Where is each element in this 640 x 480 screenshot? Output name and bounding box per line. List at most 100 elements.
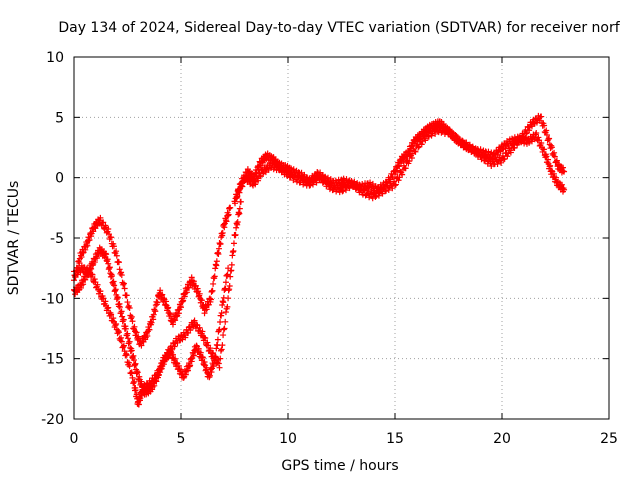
data-point bbox=[113, 252, 120, 259]
data-point bbox=[132, 360, 139, 367]
data-point bbox=[383, 187, 390, 194]
data-point bbox=[166, 350, 173, 357]
data-point bbox=[547, 162, 554, 169]
data-point bbox=[222, 309, 229, 316]
data-point bbox=[210, 349, 217, 356]
data-point bbox=[318, 174, 325, 181]
data-point bbox=[277, 163, 284, 170]
data-point bbox=[218, 310, 225, 316]
data-point bbox=[238, 182, 245, 189]
data-point bbox=[105, 231, 112, 238]
data-point bbox=[301, 176, 308, 183]
data-point bbox=[125, 304, 132, 311]
data-series bbox=[71, 198, 244, 408]
data-point bbox=[115, 259, 122, 266]
axis-ticks: 0 5 10 15 20 25 -20 -15 -10 -5 0 5 10 bbox=[41, 50, 618, 447]
data-point bbox=[127, 312, 134, 319]
data-point bbox=[118, 334, 125, 341]
data-point bbox=[121, 285, 128, 292]
data-point bbox=[225, 265, 232, 272]
data-point bbox=[222, 279, 229, 286]
data-point bbox=[159, 291, 166, 298]
data-point bbox=[463, 139, 470, 146]
data-point bbox=[236, 189, 243, 196]
data-point bbox=[406, 158, 413, 165]
data-point bbox=[543, 127, 550, 134]
data-point bbox=[131, 378, 138, 385]
data-point bbox=[494, 160, 501, 167]
data-point bbox=[97, 288, 104, 295]
data-point bbox=[224, 303, 231, 310]
data-point bbox=[217, 355, 224, 362]
data-point bbox=[396, 174, 403, 181]
data-point bbox=[425, 133, 432, 140]
data-point bbox=[225, 211, 232, 218]
data-point bbox=[239, 183, 246, 190]
data-point bbox=[226, 282, 233, 289]
data-point bbox=[548, 144, 555, 151]
y-axis-label: SDTVAR / TECUs bbox=[6, 181, 22, 296]
data-point bbox=[523, 130, 530, 137]
x-tick-label: 10 bbox=[279, 431, 297, 447]
data-point bbox=[134, 369, 141, 376]
data-point bbox=[86, 236, 93, 243]
data-point bbox=[120, 281, 127, 288]
data-series bbox=[233, 112, 568, 202]
data-point bbox=[152, 308, 159, 315]
data-point bbox=[369, 195, 376, 202]
data-point bbox=[521, 134, 528, 141]
data-point bbox=[193, 321, 200, 328]
data-point bbox=[392, 181, 399, 188]
data-point bbox=[108, 311, 115, 318]
data-point bbox=[541, 122, 548, 129]
data-point bbox=[118, 308, 125, 315]
data-point bbox=[171, 343, 178, 350]
data-point bbox=[125, 335, 132, 342]
data-point bbox=[100, 219, 107, 226]
data-point bbox=[551, 149, 558, 156]
data-point bbox=[227, 204, 234, 211]
data-point bbox=[309, 181, 316, 188]
data-point bbox=[128, 370, 135, 377]
data-point bbox=[336, 189, 343, 196]
data-point bbox=[432, 130, 439, 137]
data-point bbox=[209, 350, 216, 357]
data-point bbox=[476, 149, 483, 156]
data-point bbox=[115, 329, 122, 336]
data-point bbox=[237, 198, 244, 205]
y-tick-label: -10 bbox=[41, 291, 64, 307]
data-point bbox=[148, 382, 155, 389]
data-point bbox=[216, 364, 223, 371]
data-point bbox=[104, 305, 111, 312]
data-point bbox=[295, 169, 302, 176]
data-point bbox=[128, 313, 135, 320]
data-point bbox=[190, 352, 197, 359]
data-point bbox=[504, 153, 511, 160]
data-point bbox=[220, 326, 227, 333]
x-tick-label: 5 bbox=[177, 431, 186, 447]
data-series bbox=[71, 244, 232, 398]
data-point bbox=[321, 175, 328, 182]
data-point bbox=[113, 321, 120, 328]
data-point bbox=[366, 194, 373, 201]
data-point bbox=[105, 304, 112, 311]
data-point bbox=[78, 254, 85, 261]
data-point bbox=[124, 299, 131, 306]
data-point bbox=[553, 157, 560, 164]
x-tick-label: 25 bbox=[600, 431, 618, 447]
data-point bbox=[160, 361, 167, 368]
data-point bbox=[153, 375, 160, 382]
data-point bbox=[346, 185, 353, 192]
data-point bbox=[223, 218, 230, 225]
data-point bbox=[354, 181, 361, 188]
data-point bbox=[94, 281, 101, 288]
data-point bbox=[219, 342, 226, 349]
data-marks bbox=[71, 112, 568, 408]
data-point bbox=[230, 247, 237, 254]
data-point bbox=[236, 210, 243, 217]
data-point bbox=[220, 332, 227, 339]
data-point bbox=[236, 205, 243, 212]
data-point bbox=[520, 133, 527, 140]
y-tick-label: 5 bbox=[55, 110, 64, 126]
